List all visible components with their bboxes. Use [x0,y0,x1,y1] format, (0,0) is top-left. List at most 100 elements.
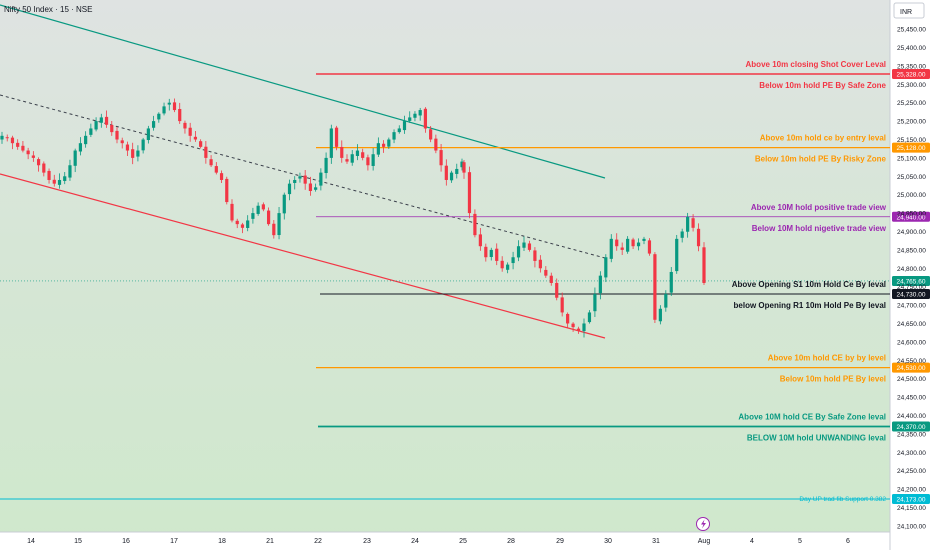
candle-body [615,239,619,247]
x-tick-label: 22 [314,538,322,545]
level-labels: Above 10m closing Shot Cover Leval Below … [732,60,930,504]
price-axis-panel [890,0,932,550]
currency-button[interactable]: INR [893,2,925,19]
candle-body [511,257,515,264]
level-label-above: Above 10M hold positive trade view [751,203,887,212]
price-axis[interactable]: 24,100.00 24,150.00 24,200.00 24,250.00 24,3… [897,27,926,531]
candle-body [287,183,292,195]
candle-body [467,172,472,214]
currency-label: INR [900,9,912,16]
candle-body [434,138,438,151]
candle-body [402,121,407,131]
x-tick-label: 14 [27,538,35,545]
price-tag [892,69,930,79]
level-lines [0,73,890,500]
price-tag [892,362,930,373]
level-label-above: Above Opening S1 10m Hold Ce By leval [732,280,886,289]
y-tick-label: 24,350.00 [897,431,926,438]
candle-body [609,238,613,259]
candle-body [366,157,370,166]
level-label-above: Above 10m hold ce by entry leval [760,134,886,143]
candle-body [604,257,608,278]
upper-channel-line[interactable] [0,4,606,179]
candle-body [120,140,124,144]
candle-body [626,238,630,252]
y-tick-label: 25,250.00 [897,100,926,107]
candle-body [303,175,307,184]
candle-body [387,139,391,147]
candle-body [293,179,297,183]
candle-body [21,145,25,151]
candle-body [188,127,192,136]
y-tick-label: 24,600.00 [897,339,926,346]
candle-body [350,154,354,163]
candle-body [141,139,145,151]
candle-body [73,150,77,166]
candle-body [319,172,323,186]
level-label-below: Below 10M hold nigetive trade view [752,224,887,233]
candle-body [533,250,537,261]
candle-body [361,152,365,158]
candle-body [272,223,276,236]
price-tag-label: 24,370.00 [897,424,926,431]
candle-body [658,308,662,322]
candle-body [261,204,265,210]
candle-body [560,297,564,313]
y-tick-label: 25,200.00 [897,119,926,126]
candle-body [151,121,156,128]
x-tick-label: 21 [266,538,274,545]
candle-body [324,157,328,174]
candle-body [478,234,482,247]
candle-body [489,249,493,257]
candle-body [178,108,182,122]
support-label: Day UP trad fib Support 0.382 [799,496,886,503]
candle-body [52,179,56,184]
candle-body [544,269,548,276]
candle-body [225,178,229,203]
price-tag-label: 24,173.00 [897,497,926,504]
time-axis[interactable]: 14 15 16 17 18 21 22 23 24 25 28 29 30 31 Aug 4 5 6 [27,538,850,545]
candle-body [115,130,119,140]
candle-body [473,213,477,236]
candle-body [495,248,499,261]
candle-body [429,129,433,140]
candle-body [691,218,695,228]
level-label-below: BELOW 10M hold UNWANDING leval [747,434,886,443]
candle-body [36,159,41,166]
candle-body [84,135,88,145]
candle-body [680,231,684,238]
price-tag [892,421,930,432]
candle-body [63,176,67,181]
candle-body [620,247,624,250]
y-tick-label: 24,650.00 [897,321,926,328]
candle-body [99,117,103,123]
candle-body [423,108,428,129]
candle-body [355,150,360,156]
candle-body [631,239,635,247]
candle-body [146,128,150,141]
lightning-event-icon[interactable] [696,517,710,531]
y-tick-label: 24,250.00 [897,468,926,475]
lower-channel-line[interactable] [0,173,606,339]
candle-body [376,143,380,155]
y-tick-label: 24,850.00 [897,247,926,254]
candle-body [219,173,224,180]
y-tick-label: 25,000.00 [897,192,926,199]
candle-body [235,220,239,225]
candle-body [527,243,532,250]
x-tick-label: 28 [507,538,515,545]
y-tick-label: 24,950.00 [897,211,926,218]
candle-body [484,246,488,258]
y-tick-label: 24,800.00 [897,266,926,273]
y-tick-label: 25,450.00 [897,27,926,34]
x-tick-label: 5 [798,538,802,545]
candle-body [89,128,93,135]
candle-body [167,102,171,105]
candle-body [371,154,375,166]
candle-body [516,246,521,258]
candle-body [246,220,250,228]
price-tag-label: 25,128.00 [897,145,926,152]
candle-body [282,194,286,214]
candle-body [136,150,140,157]
